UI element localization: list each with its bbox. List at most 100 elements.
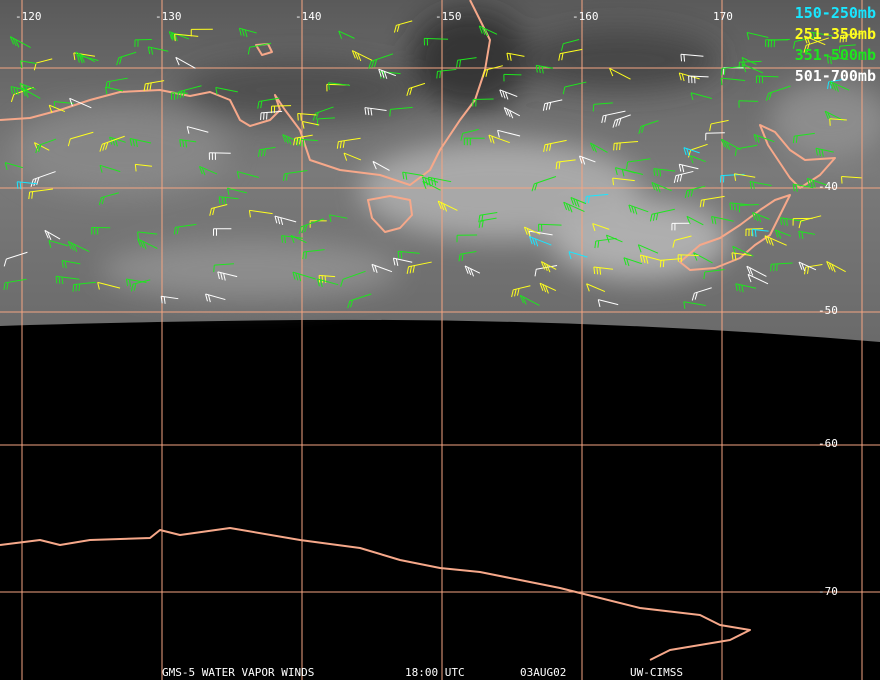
barb-tick: [680, 54, 683, 62]
wind-barb: [116, 51, 137, 66]
barb-tick: [534, 182, 538, 191]
barb-shaft: [227, 187, 247, 194]
wind-barb: [281, 235, 303, 244]
barb-tick: [285, 173, 288, 181]
barb-tick: [838, 46, 841, 54]
barb-shaft: [301, 218, 324, 228]
barb-tick: [599, 267, 602, 275]
wind-barb: [614, 167, 636, 175]
wind-barb: [672, 235, 692, 248]
barb-shaft: [214, 263, 234, 266]
wind-barb: [372, 160, 390, 171]
barb-tick: [16, 87, 19, 96]
wind-barb: [28, 188, 53, 200]
barb-shaft: [462, 128, 479, 134]
barb-shaft: [794, 132, 815, 137]
wind-barb: [368, 53, 394, 69]
wind-barb: [677, 254, 699, 262]
barb-tick: [257, 149, 261, 157]
barb-tick: [645, 256, 649, 264]
barb-tick: [319, 279, 323, 288]
barb-tick: [295, 272, 299, 281]
barb-tick: [683, 301, 686, 309]
barb-shaft: [175, 223, 197, 228]
barb-tick: [733, 173, 737, 181]
barb-tick: [752, 212, 756, 221]
barb-tick: [28, 191, 31, 200]
barb-shaft: [315, 106, 334, 114]
barb-shaft: [271, 105, 292, 107]
wind-barb: [402, 171, 424, 180]
barb-shaft: [249, 209, 273, 215]
barb-tick: [99, 144, 103, 152]
wind-barb: [601, 110, 626, 124]
barb-tick: [47, 231, 52, 240]
wind-barb: [731, 252, 752, 261]
wind-barb: [293, 134, 313, 146]
barb-tick: [406, 266, 410, 274]
barb-shaft: [408, 261, 432, 268]
barb-shaft: [690, 155, 706, 163]
barb-tick: [73, 52, 76, 61]
wind-barb: [792, 217, 813, 226]
barb-shaft: [69, 97, 92, 109]
barb-tick: [803, 45, 807, 53]
barb-tick: [137, 238, 142, 247]
barb-tick: [588, 196, 590, 204]
wind-barb: [456, 57, 477, 68]
wind-barb: [257, 97, 280, 109]
barb-shaft: [364, 107, 387, 112]
barb-tick: [618, 118, 622, 126]
longitude-label: -160: [572, 10, 599, 23]
barb-tick: [16, 181, 19, 189]
barb-shaft: [343, 152, 362, 161]
barb-shaft: [529, 236, 552, 246]
barb-tick: [116, 57, 120, 66]
barb-tick: [560, 43, 564, 52]
barb-tick: [509, 110, 514, 119]
barb-tick: [19, 83, 23, 92]
barb-shaft: [239, 27, 257, 34]
barb-tick: [354, 51, 359, 60]
barb-tick: [105, 142, 109, 150]
barb-shaft: [472, 98, 494, 101]
wind-barb: [815, 147, 834, 157]
wind-barb: [534, 265, 558, 277]
barb-tick: [742, 64, 747, 73]
wind-barb: [168, 31, 190, 42]
barb-shaft: [175, 56, 196, 69]
longitude-label: 170: [713, 10, 733, 23]
barb-shaft: [541, 261, 557, 270]
wind-barb: [302, 249, 325, 260]
barb-tick: [613, 143, 615, 151]
barb-shaft: [282, 134, 299, 142]
barb-tick: [573, 198, 577, 207]
wind-barb: [612, 177, 635, 186]
wind-barb: [592, 223, 610, 232]
wind-barb: [364, 107, 387, 116]
wind-barb: [97, 281, 121, 290]
barb-shaft: [829, 118, 847, 121]
wind-barb: [563, 201, 585, 213]
wind-barb: [247, 42, 272, 55]
barb-tick: [752, 181, 755, 190]
wind-barb: [720, 138, 741, 151]
barb-tick: [516, 288, 520, 296]
barb-tick: [529, 236, 533, 245]
barb-shaft: [640, 254, 663, 262]
barb-tick: [511, 289, 514, 298]
barb-tick: [302, 139, 305, 147]
barb-tick: [734, 253, 737, 261]
barb-shaft: [538, 223, 562, 226]
wind-barb: [212, 228, 232, 236]
barb-tick: [729, 202, 732, 210]
barb-shaft: [704, 268, 725, 273]
barb-tick: [395, 258, 399, 266]
wind-barb: [612, 114, 631, 128]
barb-shaft: [606, 234, 623, 243]
barb-tick: [549, 143, 552, 151]
barb-tick: [101, 196, 105, 205]
barb-tick: [284, 135, 289, 144]
barb-tick: [749, 267, 754, 276]
